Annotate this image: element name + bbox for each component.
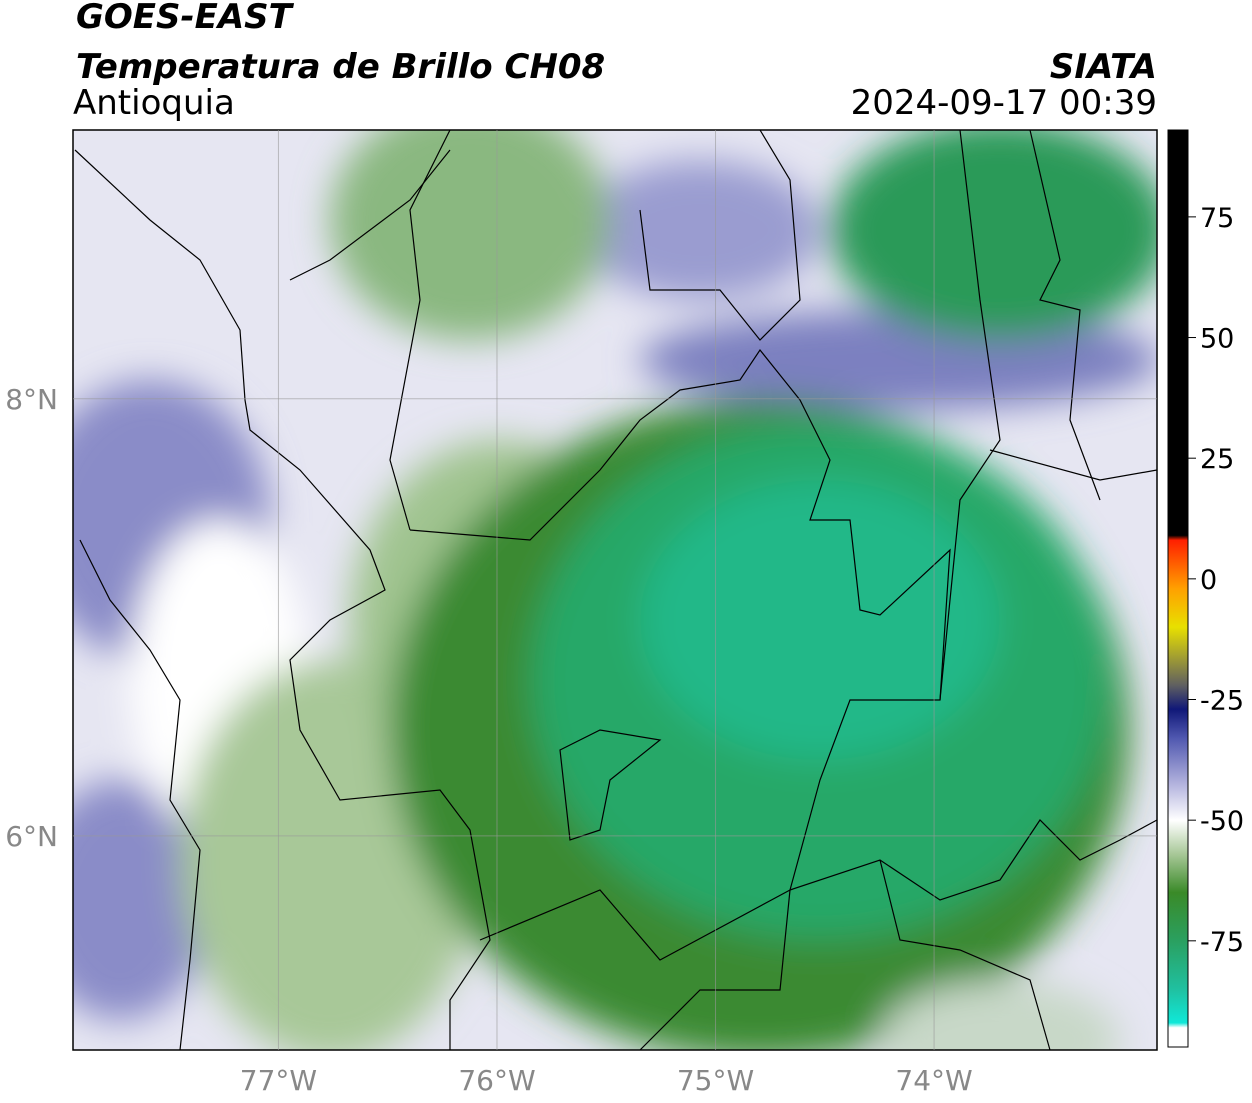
x-tick-label: 75°W — [677, 1064, 754, 1097]
colorbar-tick-label: 25 — [1200, 444, 1234, 475]
map-frame — [72, 129, 1158, 1051]
datetime: 2024-09-17 00:39 — [851, 83, 1157, 123]
subtitle: Temperatura de Brillo CH08 — [76, 47, 605, 87]
x-tick-label: 74°W — [895, 1064, 972, 1097]
x-tick-label: 77°W — [240, 1064, 317, 1097]
colorbar-tick-label: 50 — [1200, 324, 1234, 355]
imagery — [73, 130, 1157, 1050]
colorbar-tick-label: -75 — [1200, 927, 1244, 958]
y-tick-label: 8°N — [5, 383, 58, 416]
colorbar-tick-label: 0 — [1200, 565, 1217, 596]
colorbar-tick-label: -25 — [1200, 686, 1244, 717]
region: Antioquia — [73, 83, 235, 123]
boundaries — [74, 130, 1157, 1050]
colorbar-tick-label: -50 — [1200, 806, 1244, 837]
y-tick-label: 6°N — [5, 820, 58, 853]
colorbar-tick-label: 75 — [1200, 203, 1234, 234]
colorbar — [1167, 129, 1189, 1048]
title: GOES-EAST — [76, 0, 295, 37]
source: SIATA — [1050, 47, 1157, 87]
x-tick-label: 76°W — [458, 1064, 535, 1097]
